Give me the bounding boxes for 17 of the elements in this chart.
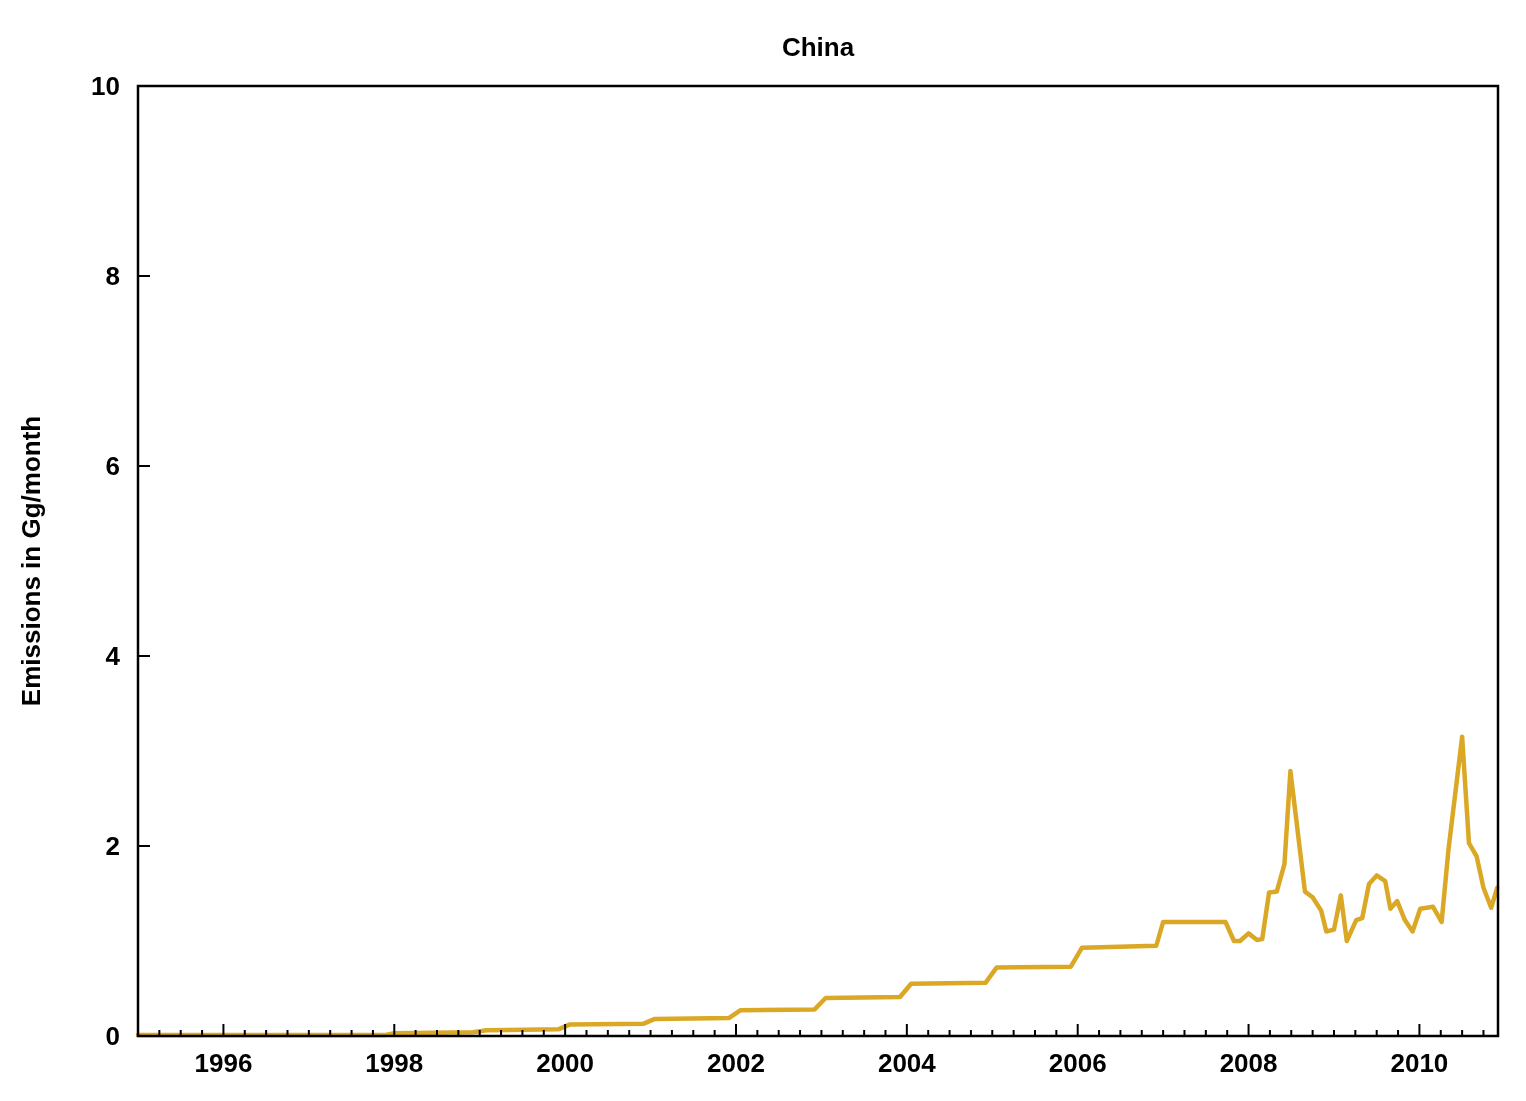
x-tick-label: 2000 — [536, 1048, 595, 1078]
x-tick-label: 2002 — [707, 1048, 765, 1078]
x-tick-label: 2006 — [1048, 1048, 1107, 1078]
y-tick-label: 10 — [91, 71, 120, 101]
line-series — [135, 734, 1500, 1038]
x-tick-label: 2010 — [1390, 1048, 1449, 1078]
x-tick-label: 1998 — [365, 1048, 424, 1078]
y-tick-label: 4 — [105, 641, 121, 671]
x-tick-label: 1996 — [194, 1048, 253, 1078]
y-axis-title: Emissions in Gg/month — [16, 415, 46, 707]
y-tick-label: 6 — [105, 451, 120, 481]
y-tick-label: 0 — [105, 1021, 120, 1051]
x-tick-label: 2008 — [1219, 1048, 1278, 1078]
x-tick-label: 2004 — [877, 1048, 937, 1078]
y-tick-label: 2 — [105, 831, 120, 861]
chart-title: China — [781, 32, 855, 62]
y-tick-label: 8 — [105, 261, 120, 291]
